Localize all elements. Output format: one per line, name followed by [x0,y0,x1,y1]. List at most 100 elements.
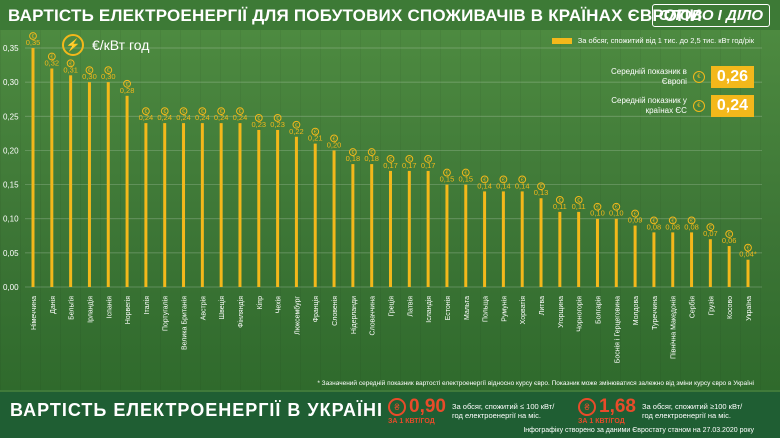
value-label: 0,13 [534,188,549,197]
ukraine-price-unit: ЗА 1 КВТ/ГОД [578,418,625,425]
euro-marker: € [85,66,94,75]
marker-ring [85,66,94,75]
x-tick-label: Фінляндія [237,296,245,328]
value-label: 0,14 [496,181,511,190]
euro-sign: € [615,205,618,211]
euro-marker: € [66,59,75,67]
euro-sign: € [351,150,354,156]
euro-sign: € [239,109,242,115]
lightning-icon: ⚡ [62,34,84,56]
euro-sign: € [370,150,373,156]
euro-sign: € [558,198,561,204]
x-tick-label: Італія [143,296,151,315]
value-label: 0,24 [195,113,210,122]
marker-ring [443,168,451,177]
x-tick-label: Словенія [331,296,339,326]
value-label: 0,09 [628,216,643,225]
marker-ring [668,216,677,225]
euro-sign: € [502,177,505,183]
x-tick-label: Данія [49,296,57,314]
x-tick-label: Туреччина [652,296,659,330]
x-tick-label: Україна [746,296,753,321]
y-tick-label: 0,05 [3,249,19,258]
bar [106,82,110,288]
bar [671,232,675,287]
euro-sign: € [577,198,580,204]
bar [407,170,411,287]
euro-marker: € [236,107,244,115]
bar [520,191,524,287]
ukraine-price-desc: За обсяг, спожитий ≥100 кВт/год електрое… [641,401,743,420]
bar [294,136,298,287]
bar [558,211,562,287]
euro-sign: € [653,218,656,224]
marker-ring [367,148,376,156]
bar [69,75,73,287]
marker-ring [47,52,56,61]
marker-ring [631,209,640,218]
y-tick-label: 0,20 [3,146,19,155]
x-tick-label: Велика Британія [181,296,189,350]
x-tick-label: Румунія [500,296,508,322]
euro-sign: € [483,177,486,183]
legend-text: За обсяг, спожитий від 1 тис. до 2,5 тис… [577,36,754,45]
value-label: 0,23 [251,120,266,129]
marker-ring [348,148,357,156]
y-tick-label: 0,25 [3,112,19,121]
value-label: 0,28 [120,86,135,95]
euro-sign: € [276,116,279,122]
marker-ring [424,155,433,163]
value-label: 0,10 [590,209,605,218]
euro-coin-icon: € [692,71,705,83]
euro-marker: € [123,79,131,88]
euro-sign: € [389,157,392,163]
x-tick-label: Іспанія [105,296,113,319]
euro-marker: € [198,107,207,115]
euro-marker: € [555,195,564,204]
marker-ring [141,107,150,116]
ukraine-price-value: 0,90 [409,396,446,417]
marker-ring [160,107,169,116]
marker-ring [612,202,621,211]
euro-sign: € [333,136,336,142]
x-tick-label: Австрія [199,296,207,320]
value-label: 0,04* [739,250,757,259]
x-tick-label: Ісландія [425,296,433,323]
euro-marker: € [386,155,395,163]
bar [200,123,204,287]
x-tick-label: Литва [539,296,546,315]
bar [313,143,317,287]
bar [370,164,374,287]
value-label: 0,30 [101,72,116,81]
marker-ring [311,127,320,136]
euro-sign: € [427,157,430,163]
average-eu: Середній показник у країнах ЄС € 0,24 [605,95,754,117]
euro-marker: € [744,243,752,252]
y-tick-label: 0,00 [3,283,19,292]
euro-marker: € [254,114,263,122]
euro-sign: € [88,68,91,74]
euro-marker: € [424,155,433,163]
bar [445,184,449,287]
value-label: 0,08 [665,222,680,231]
brand-logo: СЛОВО І ДІЛО [651,4,770,27]
euro-marker: € [706,223,715,231]
hryvnia-coin-icon: ₴ [578,398,596,416]
euro-sign: € [32,34,35,40]
grid-lines [25,47,762,288]
bar [31,48,35,287]
euro-marker: € [217,107,226,115]
euro-sign: € [408,157,411,163]
x-tick-label: Угорщина [558,296,565,328]
value-label: 0,32 [45,58,60,67]
marker-ring [386,155,395,163]
value-label: 0,10 [609,209,624,218]
euro-marker: € [687,216,696,224]
bar [351,164,355,287]
bar [238,123,242,287]
euro-marker: € [443,168,451,177]
x-tick-label: Німеччина [30,296,38,330]
euro-sign: € [257,116,260,122]
bar [727,246,731,287]
euro-marker: € [47,52,56,61]
